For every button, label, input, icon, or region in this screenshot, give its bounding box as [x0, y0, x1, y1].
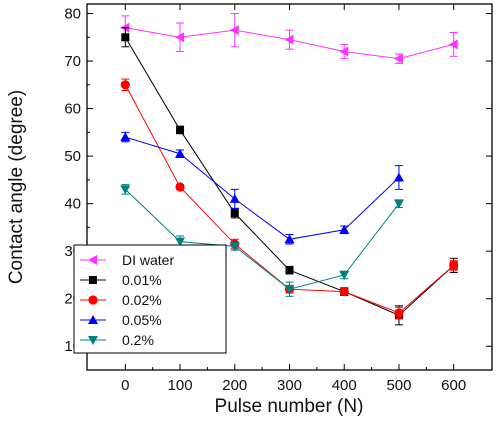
legend-marker-3 [88, 315, 98, 324]
x-tick-label-5: 500 [386, 377, 411, 394]
series-line-3 [125, 136, 400, 240]
x-tick-label-1: 100 [168, 377, 193, 394]
legend-label-4: 0.2% [122, 332, 154, 348]
y-tick-label-4: 50 [64, 148, 81, 165]
x-tick-label-3: 300 [277, 377, 302, 394]
data-point-0-3 [284, 34, 294, 45]
data-point-0-5 [393, 53, 403, 64]
data-point-3-4 [339, 224, 350, 234]
data-point-2-6 [449, 260, 459, 271]
data-point-1-1 [176, 125, 185, 134]
data-point-3-0 [120, 132, 131, 142]
legend-label-1: 0.01% [122, 272, 162, 288]
legend-label-3: 0.05% [122, 312, 162, 328]
legend: DI water 0.01% 0.02% 0.05% 0.2% [73, 244, 227, 354]
data-point-4-3 [284, 285, 295, 295]
data-point-4-0 [120, 185, 131, 195]
data-point-4-1 [175, 237, 186, 247]
data-point-0-4 [339, 46, 349, 57]
y-tick-label-5: 60 [64, 101, 81, 118]
data-point-3-5 [393, 172, 404, 182]
data-point-2-1 [175, 182, 185, 192]
data-point-2-5 [394, 308, 404, 318]
y-tick-label-6: 70 [64, 53, 81, 70]
data-point-0-6 [448, 39, 458, 50]
legend-marker-0 [88, 255, 97, 265]
legend-marker-2 [88, 295, 98, 305]
series-3 [120, 131, 404, 245]
x-tick-label-0: 0 [121, 377, 129, 394]
legend-box [73, 244, 227, 354]
data-point-4-4 [339, 270, 350, 280]
y-axis-title: Contact angle (degree) [6, 90, 27, 284]
data-point-1-2 [230, 209, 239, 218]
legend-label-2: 0.02% [122, 292, 162, 308]
y-tick-label-7: 80 [64, 6, 81, 23]
data-point-1-3 [285, 266, 294, 275]
legend-label-0: DI water [122, 252, 174, 268]
x-tick-label-2: 200 [222, 377, 247, 394]
series-line-4 [124, 189, 400, 290]
data-point-0-1 [175, 32, 185, 43]
data-point-1-0 [121, 33, 130, 42]
series-layer [120, 13, 459, 326]
data-point-3-3 [284, 234, 295, 244]
series-4 [120, 184, 404, 297]
data-point-0-2 [229, 25, 239, 36]
x-tick-label-4: 400 [332, 377, 357, 394]
x-tick-label-6: 600 [441, 377, 466, 394]
legend-marker-4 [88, 336, 98, 345]
data-point-3-1 [175, 148, 186, 158]
data-point-4-5 [393, 199, 404, 209]
x-axis-title: Pulse number (N) [215, 396, 364, 417]
legend-marker-1 [89, 276, 97, 284]
data-point-2-0 [120, 80, 130, 90]
data-point-3-2 [229, 193, 240, 203]
data-point-2-4 [339, 286, 349, 297]
data-point-4-2 [229, 242, 240, 252]
y-tick-label-3: 40 [64, 196, 81, 213]
